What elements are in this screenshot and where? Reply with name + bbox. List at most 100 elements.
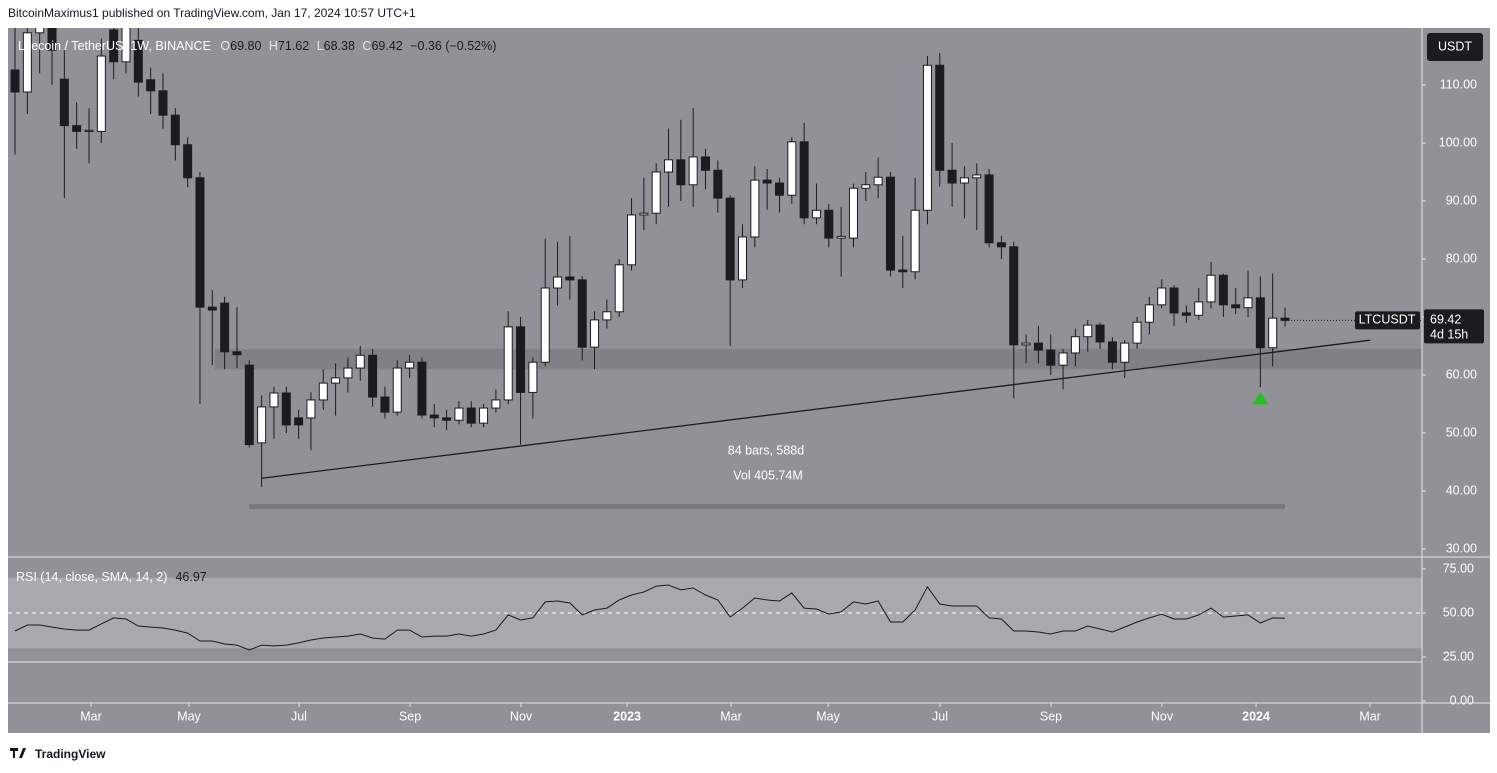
overlay: Mar May Jul Sep Nov 2023 Mar May Jul Sep Nov 2024 Ma… bbox=[80, 77, 1484, 723]
rsi-line bbox=[14, 584, 1286, 651]
candle-body bbox=[1046, 349, 1056, 366]
countdown-label: 4d 15h bbox=[1430, 328, 1468, 342]
x-tick-label: 2023 bbox=[613, 709, 641, 723]
ohlc-key: O bbox=[220, 39, 230, 53]
candle-body bbox=[47, 28, 57, 51]
candle-body bbox=[565, 276, 575, 281]
candle-body bbox=[269, 392, 279, 408]
candle-body bbox=[664, 159, 674, 173]
candle-body bbox=[528, 361, 538, 393]
footer-brand: TradingView bbox=[35, 747, 106, 761]
candle-body bbox=[59, 78, 69, 127]
candle-body bbox=[10, 69, 20, 93]
candle-body bbox=[885, 176, 895, 271]
candle-body bbox=[947, 169, 957, 184]
candle-body bbox=[1243, 297, 1253, 309]
candle-body bbox=[996, 242, 1006, 248]
candle-body bbox=[1070, 336, 1080, 354]
y-tick-label: 40.00 bbox=[1446, 483, 1477, 497]
rsi-tick-label: 50.00 bbox=[1443, 605, 1474, 619]
price-tag bbox=[1424, 309, 1484, 344]
ohlc-value: 69.42 bbox=[371, 39, 402, 53]
currency-label[interactable]: USDT bbox=[1438, 39, 1472, 53]
candle-body bbox=[1144, 304, 1154, 323]
candle-body bbox=[1157, 287, 1167, 306]
x-tick-label: Nov bbox=[510, 709, 533, 723]
candle-body bbox=[244, 364, 254, 446]
candle-body bbox=[158, 90, 168, 116]
measure-vol: Vol 405.74M bbox=[733, 468, 803, 482]
candle-body bbox=[799, 141, 809, 219]
candle-body bbox=[35, 28, 45, 34]
candle-body bbox=[540, 287, 550, 363]
candle-body bbox=[195, 177, 205, 308]
measure-bars: 84 bars, 588d bbox=[728, 443, 804, 457]
candle-body bbox=[109, 29, 119, 63]
candle-body bbox=[146, 79, 156, 92]
candle-body bbox=[281, 392, 291, 426]
candle-body bbox=[22, 32, 32, 93]
x-tick-label: Mar bbox=[80, 709, 102, 723]
candle-body bbox=[873, 176, 883, 186]
y-tick-label: 110.00 bbox=[1440, 77, 1477, 91]
candle-body bbox=[220, 302, 230, 353]
candle-body bbox=[1169, 287, 1179, 314]
candle-body bbox=[516, 326, 526, 393]
candle-body bbox=[170, 114, 180, 146]
candle-body bbox=[96, 55, 106, 132]
candle-body bbox=[207, 306, 217, 311]
candle-body bbox=[503, 326, 513, 401]
x-tick-label: May bbox=[816, 709, 840, 723]
candle-body bbox=[1268, 317, 1278, 349]
x-tick-label: Mar bbox=[720, 709, 742, 723]
candle-body bbox=[405, 361, 415, 369]
ohlc-value: 71.62 bbox=[278, 39, 309, 53]
candle-body bbox=[1083, 324, 1093, 338]
x-tick-label: Mar bbox=[1359, 709, 1381, 723]
rsi-title: RSI (14, close, SMA, 14, 2) bbox=[16, 570, 167, 584]
candle-body bbox=[1132, 321, 1142, 344]
ohlc-value: 69.80 bbox=[230, 39, 261, 53]
candle-body bbox=[688, 156, 698, 186]
candle-body bbox=[1033, 342, 1043, 351]
candle-body bbox=[676, 159, 686, 186]
candle-body bbox=[1107, 341, 1117, 363]
rsi-legend: RSI (14, close, SMA, 14, 2) 46.97 bbox=[16, 570, 207, 584]
candle-body bbox=[1009, 246, 1019, 346]
candle-body bbox=[84, 129, 94, 132]
rsi-tick-label: 75.00 bbox=[1443, 561, 1474, 575]
candle-body bbox=[811, 209, 821, 219]
symbol-tag bbox=[1355, 311, 1420, 330]
candle-body bbox=[762, 179, 772, 184]
candle-body bbox=[787, 141, 797, 196]
trend-line bbox=[261, 339, 1371, 479]
candle-body bbox=[910, 209, 920, 273]
candle-body bbox=[701, 156, 711, 171]
x-tick-label: Nov bbox=[1151, 709, 1174, 723]
candle-body bbox=[466, 407, 476, 424]
legend: Litecoin / TetherUS, 1W, BINANCE O69.80 … bbox=[18, 39, 496, 53]
price-pane bbox=[10, 28, 1422, 510]
currency-button[interactable] bbox=[1427, 33, 1483, 61]
candle-body bbox=[72, 125, 82, 132]
x-tick-label: Sep bbox=[1040, 709, 1062, 723]
y-tick-label: 30.00 bbox=[1446, 541, 1477, 555]
ohlc-key: H bbox=[269, 39, 278, 53]
rsi-value: 46.97 bbox=[175, 570, 206, 584]
y-tick-label: 90.00 bbox=[1446, 193, 1477, 207]
candle-body bbox=[602, 311, 612, 321]
candle-body bbox=[479, 407, 489, 424]
candle-body bbox=[824, 209, 834, 239]
candle-body bbox=[1231, 304, 1241, 309]
ohlc-value: 68.38 bbox=[324, 39, 355, 53]
candle-body bbox=[651, 171, 661, 214]
candle-body bbox=[959, 177, 969, 184]
y-tick-label: 80.00 bbox=[1446, 251, 1477, 265]
candle-body bbox=[935, 64, 945, 171]
y-tick-label: 50.00 bbox=[1446, 425, 1477, 439]
header-text: BitcoinMaximus1 published on TradingView… bbox=[8, 6, 416, 20]
x-tick-label: May bbox=[177, 709, 201, 723]
candle-body bbox=[922, 64, 932, 211]
candle-body bbox=[614, 264, 624, 313]
